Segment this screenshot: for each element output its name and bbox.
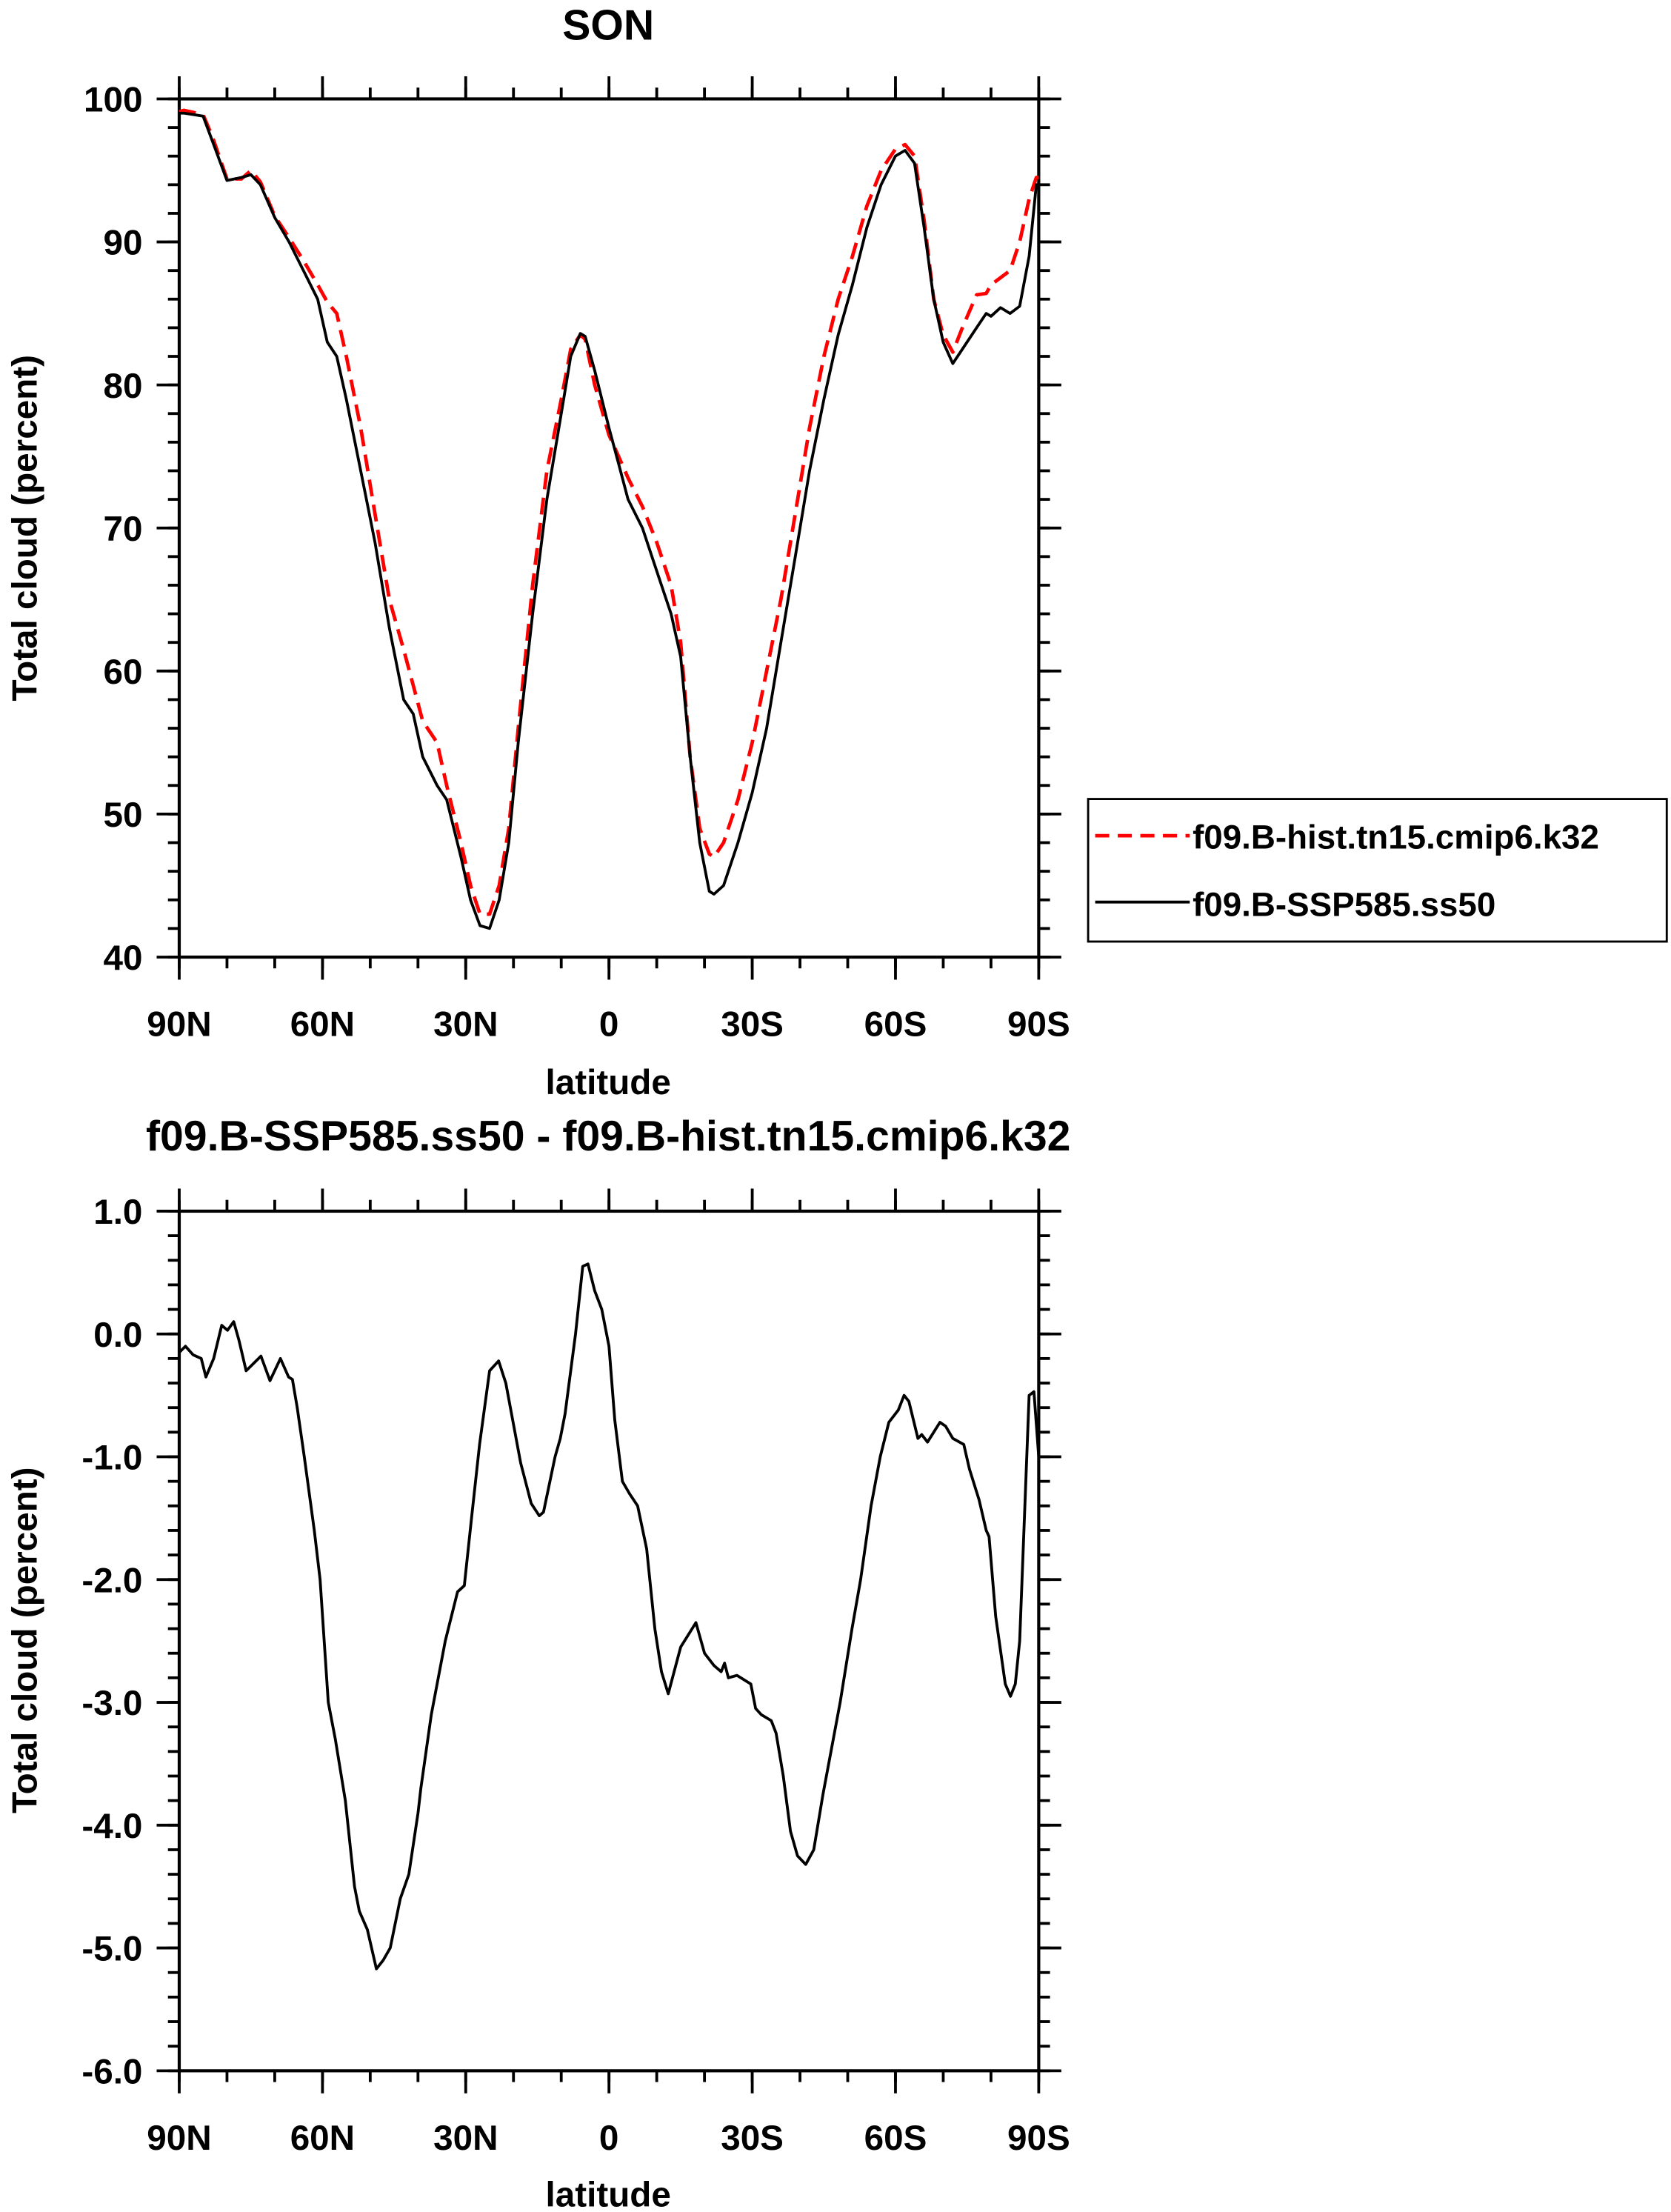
y-tick-label: 100 (84, 81, 142, 120)
legend-box (1087, 798, 1668, 943)
bottom-x-axis-label: latitude (546, 2175, 671, 2212)
plot-frame (177, 97, 1041, 959)
legend-label-hist: f09.B-hist.tn15.cmip6.k32 (1193, 818, 1599, 856)
y-tick-label: 40 (103, 939, 142, 978)
y-tick-label: 70 (103, 510, 142, 549)
legend-label-ssp585: f09.B-SSP585.ss50 (1193, 886, 1495, 924)
y-tick-label: -1.0 (81, 1439, 142, 1478)
x-tick-label: 0 (599, 1005, 619, 1045)
y-tick-label: -2.0 (81, 1561, 142, 1600)
bottom-chart-title: f09.B-SSP585.ss50 - f09.B-hist.tn15.cmip… (146, 1113, 1070, 1160)
top-chart-title: SON (562, 1, 654, 49)
top-x-axis-label: latitude (546, 1063, 671, 1102)
top-y-axis-label: Total cloud (percent) (6, 355, 45, 701)
series-line-difference (178, 1262, 1041, 1971)
bottom-y-axis-label: Total cloud (percent) (6, 1467, 45, 1813)
y-tick-label: 50 (103, 796, 142, 835)
x-tick-label: 30S (721, 1005, 784, 1045)
plot-1: -6.0 -5.0 -4.0 -3.0 -2.0 -1.0 0.0 1.0 90N 60N 30N 0… (81, 1188, 1070, 2158)
y-tick-label: 0.0 (93, 1316, 142, 1355)
x-tick-label: 60N (290, 1005, 355, 1045)
y-tick-label: -3.0 (81, 1684, 142, 1723)
x-tick-label: 30N (433, 1005, 498, 1045)
legend: f09.B-hist.tn15.cmip6.k32 f09.B-SSP585.s… (1087, 798, 1668, 943)
x-tick-label: 60N (290, 2119, 355, 2158)
y-tick-label: 60 (103, 653, 142, 692)
y-tick-label: 90 (103, 224, 142, 263)
plot-0: 40 50 60 70 80 90 100 90N 60N 30N 0 30S 60S 90S (84, 76, 1070, 1045)
x-tick-label: 90N (147, 2119, 211, 2158)
x-tick-label: 60S (864, 2119, 927, 2158)
x-tick-label: 0 (599, 2119, 619, 2158)
x-tick-label: 90S (1007, 2119, 1070, 2158)
x-tick-label: 60S (864, 1005, 927, 1045)
x-tick-label: 90S (1007, 1005, 1070, 1045)
x-tick-label: 30N (433, 2119, 498, 2158)
x-tick-label: 90N (147, 1005, 211, 1045)
plot-frame (177, 1209, 1041, 2073)
y-tick-label: -4.0 (81, 1807, 142, 1846)
y-tick-label: 80 (103, 367, 142, 406)
y-tick-label: -5.0 (81, 1930, 142, 1969)
series-line-f09-b-ssp585-ss50 (179, 111, 1039, 930)
y-tick-label: -6.0 (81, 2052, 142, 2091)
series-line-f09-b-hist-tn15-cmip6-k32 (179, 108, 1039, 916)
y-tick-label: 1.0 (93, 1193, 142, 1232)
x-tick-label: 30S (721, 2119, 784, 2158)
